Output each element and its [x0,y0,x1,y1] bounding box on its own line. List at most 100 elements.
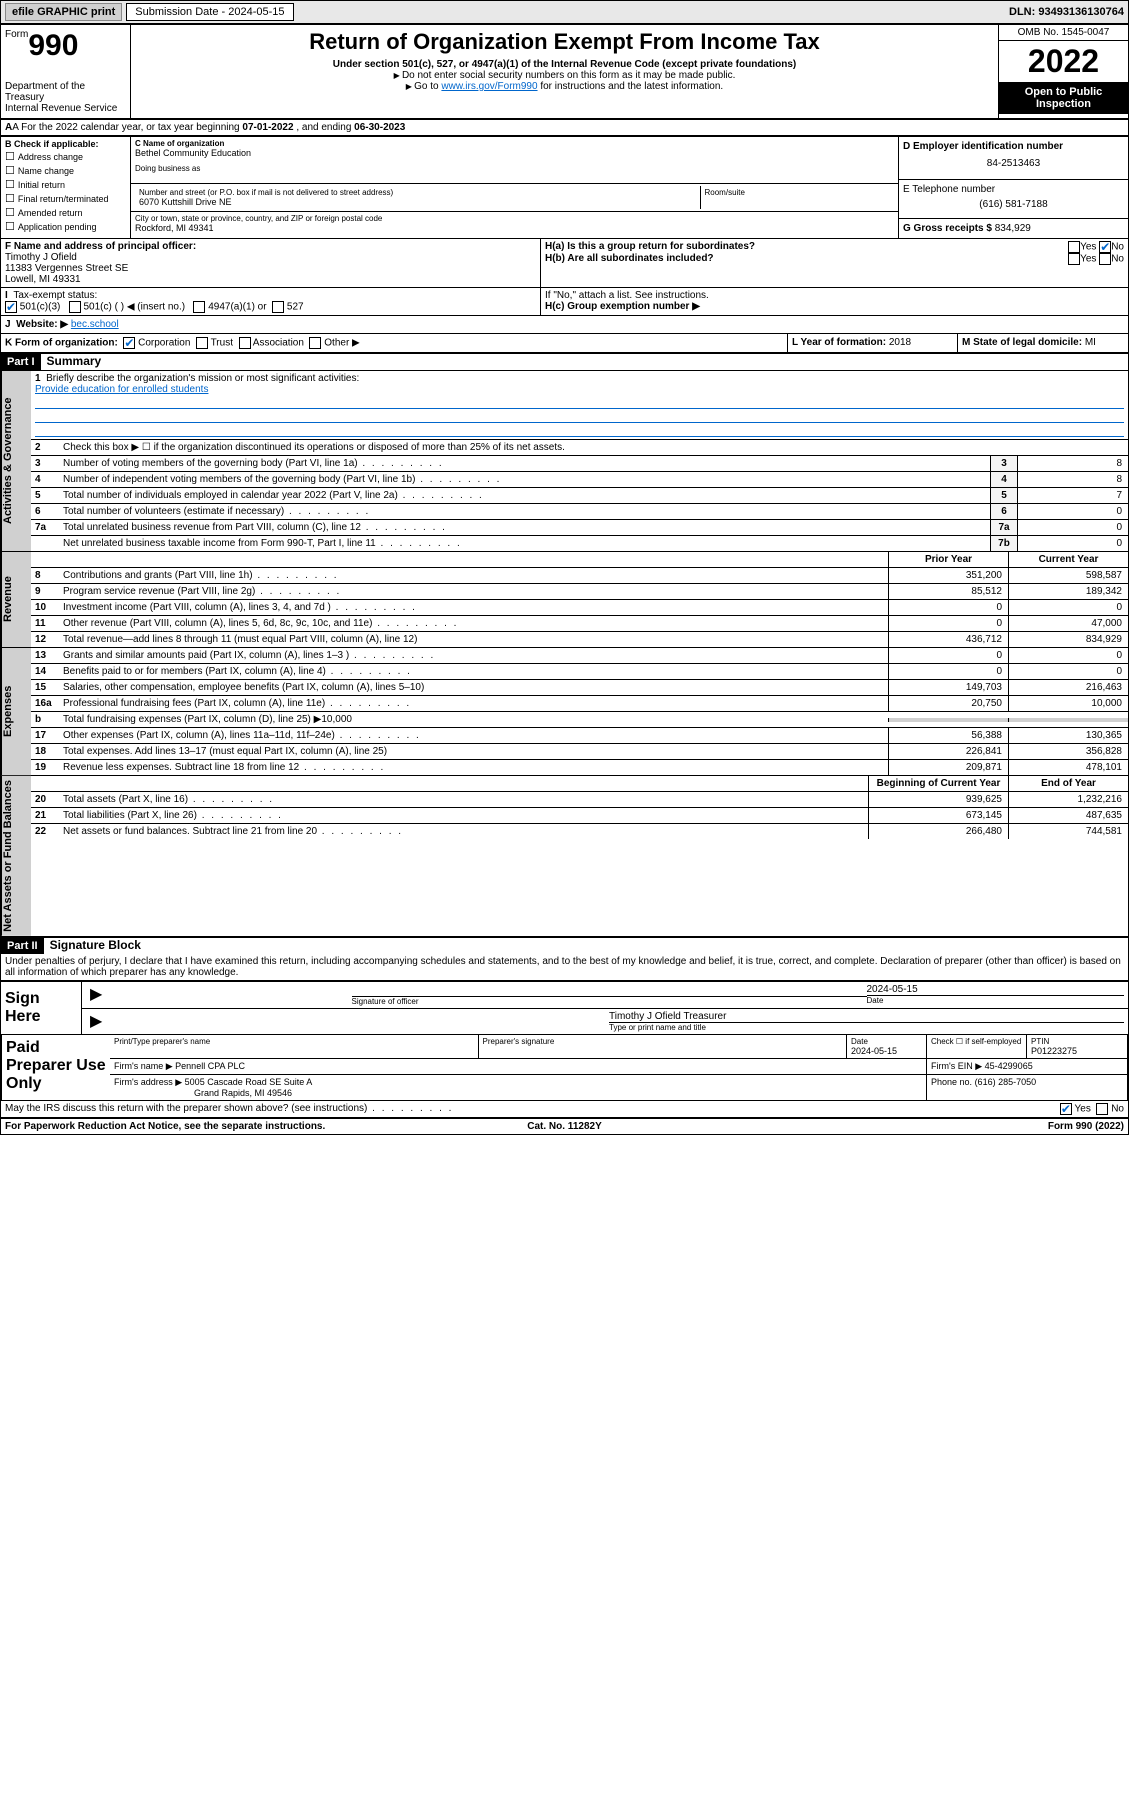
year-formation: 2018 [889,337,911,348]
cb-address-change[interactable]: Address change [5,150,126,163]
paid-preparer: Paid Preparer Use Only Print/Type prepar… [1,1034,1128,1101]
section-ih: I Tax-exempt status: 501(c)(3) 501(c) ( … [1,288,1128,316]
gov-section: Activities & Governance 1 Briefly descri… [1,371,1128,552]
r10p: 0 [888,600,1008,615]
dept-treasury: Department of the Treasury [5,81,126,103]
firm-phone: (616) 285-7050 [975,1077,1037,1087]
open-public-badge: Open to Public Inspection [999,82,1128,114]
website-link[interactable]: bec.school [71,319,119,330]
discuss-no[interactable] [1096,1103,1108,1115]
header-right: OMB No. 1545-0047 2022 Open to Public In… [998,25,1128,118]
efile-button[interactable]: efile GRAPHIC print [5,3,122,21]
paid-preparer-label: Paid Preparer Use Only [2,1035,110,1100]
e17p: 56,388 [888,728,1008,743]
dept-irs: Internal Revenue Service [5,103,126,114]
net-section: Net Assets or Fund Balances Beginning of… [1,776,1128,938]
v4: 8 [1018,472,1128,487]
r12p: 436,712 [888,632,1008,647]
declaration: Under penalties of perjury, I declare th… [1,954,1128,981]
section-c: C Name of organization Bethel Community … [131,137,898,238]
e14p: 0 [888,664,1008,679]
top-bar: efile GRAPHIC print Submission Date - 20… [0,0,1129,24]
officer-name: Timothy J Ofield [5,252,536,263]
form-container: Form990 Department of the Treasury Inter… [0,24,1129,1135]
cb-name-change[interactable]: Name change [5,164,126,177]
sign-here-label: Sign Here [1,982,81,1034]
vtab-net: Net Assets or Fund Balances [1,776,31,936]
i-501c3[interactable] [5,301,17,313]
discuss-yes[interactable] [1060,1103,1072,1115]
form-note1: Do not enter social security numbers on … [139,70,990,81]
i-4947[interactable] [193,301,205,313]
org-address: 6070 Kuttshill Drive NE [139,197,696,207]
v3: 8 [1018,456,1128,471]
vtab-exp: Expenses [1,648,31,775]
cb-application-pending[interactable]: Application pending [5,220,126,233]
firm-ein: 45-4299065 [985,1061,1033,1071]
k-trust[interactable] [196,337,208,349]
form-header: Form990 Department of the Treasury Inter… [1,25,1128,120]
tax-year: 2022 [999,41,1128,82]
officer-name-title: Timothy J Ofield Treasurer [609,1011,1124,1022]
r11p: 0 [888,616,1008,631]
footer-left: For Paperwork Reduction Act Notice, see … [5,1121,378,1132]
footer-mid: Cat. No. 11282Y [378,1121,751,1132]
k-corp[interactable] [123,337,135,349]
ha-no[interactable] [1099,241,1111,253]
submission-date: Submission Date - 2024-05-15 [126,3,293,21]
gross-receipts: 834,929 [995,223,1031,234]
section-klm: K Form of organization: Corporation Trus… [1,334,1128,354]
k-other[interactable] [309,337,321,349]
header-left: Form990 Department of the Treasury Inter… [1,25,131,118]
form-title: Return of Organization Exempt From Incom… [139,29,990,55]
form990-link[interactable]: www.irs.gov/Form990 [441,81,537,92]
org-name: Bethel Community Education [135,148,894,158]
r9c: 189,342 [1008,584,1128,599]
hb-no[interactable] [1099,253,1111,265]
footer-right: Form 990 (2022) [751,1121,1124,1132]
e15p: 149,703 [888,680,1008,695]
e18p: 226,841 [888,744,1008,759]
r8c: 598,587 [1008,568,1128,583]
cb-final-return[interactable]: Final return/terminated [5,192,126,205]
vtab-gov: Activities & Governance [1,371,31,551]
e19p: 209,871 [888,760,1008,775]
ha-yes[interactable] [1068,241,1080,253]
form-note2: Go to www.irs.gov/Form990 for instructio… [139,81,990,92]
r10c: 0 [1008,600,1128,615]
e17c: 130,365 [1008,728,1128,743]
v5: 7 [1018,488,1128,503]
n21c: 487,635 [1008,808,1128,823]
part2-header: Part IISignature Block [1,938,1128,954]
self-employed-check[interactable]: Check ☐ if self-employed [927,1035,1027,1058]
v7b: 0 [1018,536,1128,551]
k-assoc[interactable] [239,337,251,349]
e14c: 0 [1008,664,1128,679]
n22p: 266,480 [868,824,1008,839]
e19c: 478,101 [1008,760,1128,775]
cb-amended-return[interactable]: Amended return [5,206,126,219]
rev-section: Revenue Prior YearCurrent Year 8Contribu… [1,552,1128,648]
i-501c[interactable] [69,301,81,313]
firm-name: Pennell CPA PLC [175,1061,245,1071]
i-527[interactable] [272,301,284,313]
n22c: 744,581 [1008,824,1128,839]
section-b: B Check if applicable: Address change Na… [1,137,131,238]
ein: 84-2513463 [903,152,1124,175]
hb-yes[interactable] [1068,253,1080,265]
e13c: 0 [1008,648,1128,663]
e16c: 10,000 [1008,696,1128,711]
n21p: 673,145 [868,808,1008,823]
v6: 0 [1018,504,1128,519]
header-middle: Return of Organization Exempt From Incom… [131,25,998,118]
cb-initial-return[interactable]: Initial return [5,178,126,191]
e16p: 20,750 [888,696,1008,711]
omb-number: OMB No. 1545-0047 [999,25,1128,41]
footer: For Paperwork Reduction Act Notice, see … [1,1117,1128,1134]
phone: (616) 581-7188 [903,195,1124,214]
section-fh: F Name and address of principal officer:… [1,239,1128,288]
e13p: 0 [888,648,1008,663]
ptin: P01223275 [1031,1046,1123,1056]
e15c: 216,463 [1008,680,1128,695]
firm-addr1: 5005 Cascade Road SE Suite A [185,1077,313,1087]
